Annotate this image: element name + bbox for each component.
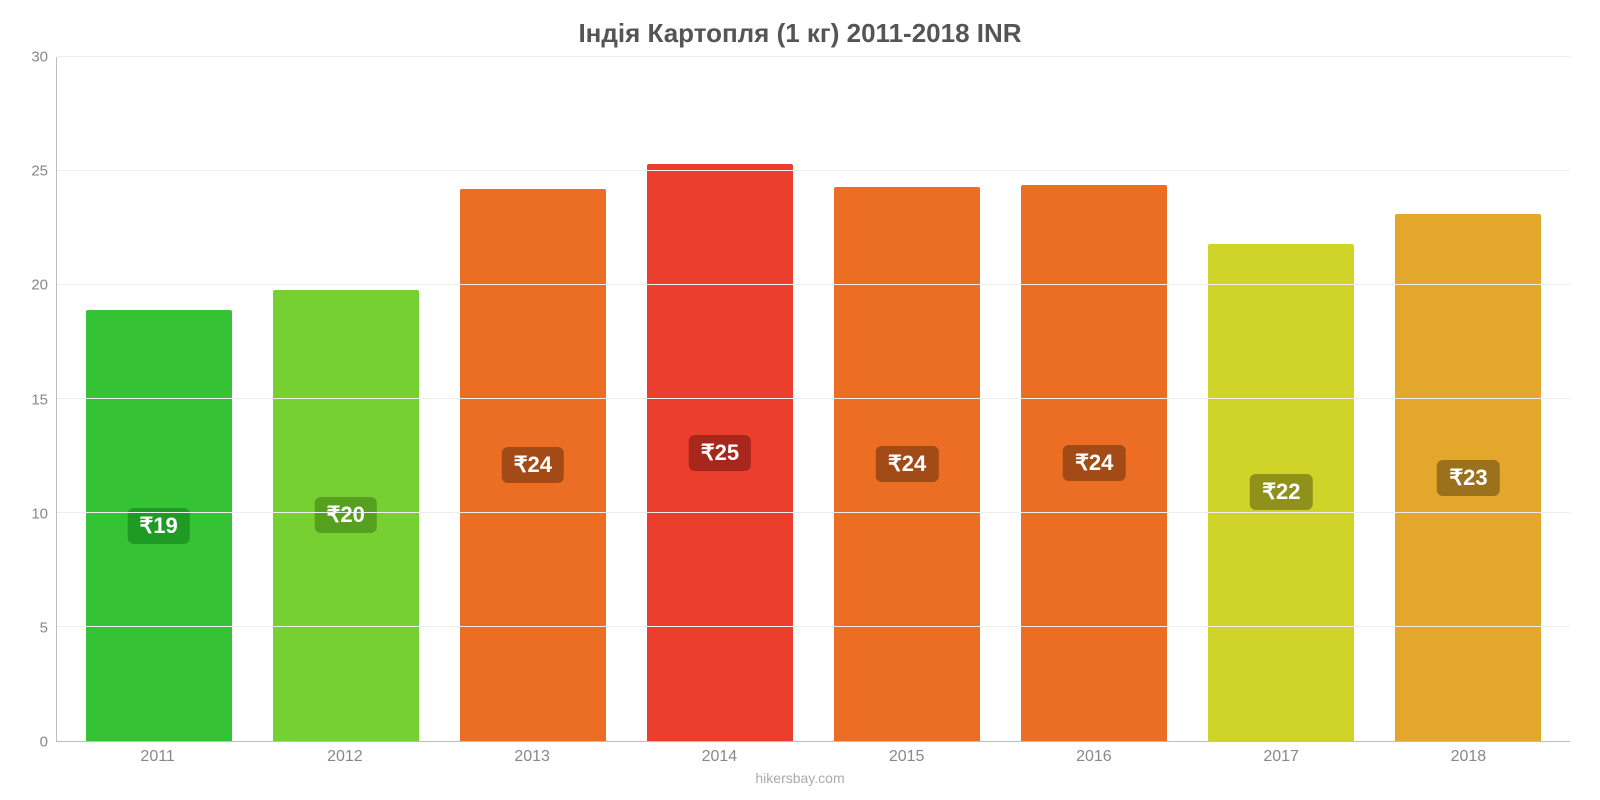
bar-value-label: ₹25 (689, 435, 751, 471)
x-tick-label: 2013 (439, 748, 626, 766)
bar-value-label: ₹22 (1250, 474, 1312, 510)
bar: ₹24 (460, 189, 606, 741)
y-tick-label: 15 (31, 391, 48, 408)
y-tick-label: 0 (40, 734, 48, 751)
x-axis-row: 20112012201320142015201620172018 (0, 742, 1600, 766)
x-tick-label: 2012 (251, 748, 438, 766)
grid-line (57, 170, 1570, 171)
bar-slot: ₹20 (252, 57, 439, 741)
bar-slot: ₹24 (439, 57, 626, 741)
y-tick-label: 20 (31, 277, 48, 294)
bar-slot: ₹24 (814, 57, 1001, 741)
grid-line (57, 284, 1570, 285)
grid-line (57, 56, 1570, 57)
bar-chart: Індія Картопля (1 кг) 2011-2018 INR 0 5 10… (0, 0, 1600, 800)
grid-line (57, 398, 1570, 399)
x-tick-label: 2015 (813, 748, 1000, 766)
y-tick-label: 5 (40, 619, 48, 636)
y-axis: 051015202530 (0, 57, 56, 742)
x-tick-label: 2017 (1188, 748, 1375, 766)
x-tick-label: 2011 (64, 748, 251, 766)
bar: ₹22 (1208, 244, 1354, 741)
bar: ₹20 (273, 290, 419, 741)
bars-container: ₹19 ₹20 ₹24 ₹25 ₹24 ₹24 ₹22 ₹23 (57, 57, 1570, 741)
chart-title: Індія Картопля (1 кг) 2011-2018 INR (578, 18, 1021, 49)
bar: ₹24 (834, 187, 980, 741)
bar-value-label: ₹23 (1437, 460, 1499, 496)
bar-value-label: ₹24 (1063, 445, 1125, 481)
bar: ₹19 (86, 310, 232, 741)
bar-slot: ₹25 (626, 57, 813, 741)
x-tick-label: 2014 (626, 748, 813, 766)
bar-value-label: ₹20 (314, 497, 376, 533)
plot-area: ₹19 ₹20 ₹24 ₹25 ₹24 ₹24 ₹22 ₹23 (56, 57, 1570, 742)
bar-slot: ₹24 (1001, 57, 1188, 741)
x-tick-label: 2016 (1000, 748, 1187, 766)
y-tick-label: 25 (31, 163, 48, 180)
x-tick-label: 2018 (1375, 748, 1562, 766)
bar-value-label: ₹24 (876, 446, 938, 482)
bar-value-label: ₹24 (502, 447, 564, 483)
y-tick-label: 10 (31, 505, 48, 522)
plot-row: 051015202530 ₹19₹20₹24₹25₹24₹24₹22₹23 (0, 57, 1600, 742)
y-tick-label: 30 (31, 49, 48, 66)
bar-slot: ₹19 (65, 57, 252, 741)
bar: ₹24 (1021, 185, 1167, 741)
bar-slot: ₹23 (1375, 57, 1562, 741)
bar: ₹23 (1395, 214, 1541, 741)
bar: ₹25 (647, 164, 793, 741)
attribution: hikersbay.com (755, 766, 844, 800)
grid-line (57, 512, 1570, 513)
grid-line (57, 626, 1570, 627)
bar-slot: ₹22 (1188, 57, 1375, 741)
x-axis-labels: 20112012201320142015201620172018 (56, 742, 1570, 766)
